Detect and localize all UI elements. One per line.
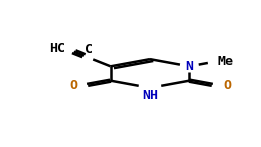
Text: NH: NH — [142, 89, 158, 102]
Text: N: N — [185, 60, 193, 73]
Text: Me: Me — [217, 55, 233, 68]
Text: O: O — [223, 79, 232, 92]
Text: O: O — [70, 79, 78, 92]
Text: C: C — [85, 43, 93, 56]
Text: HC: HC — [49, 42, 65, 55]
